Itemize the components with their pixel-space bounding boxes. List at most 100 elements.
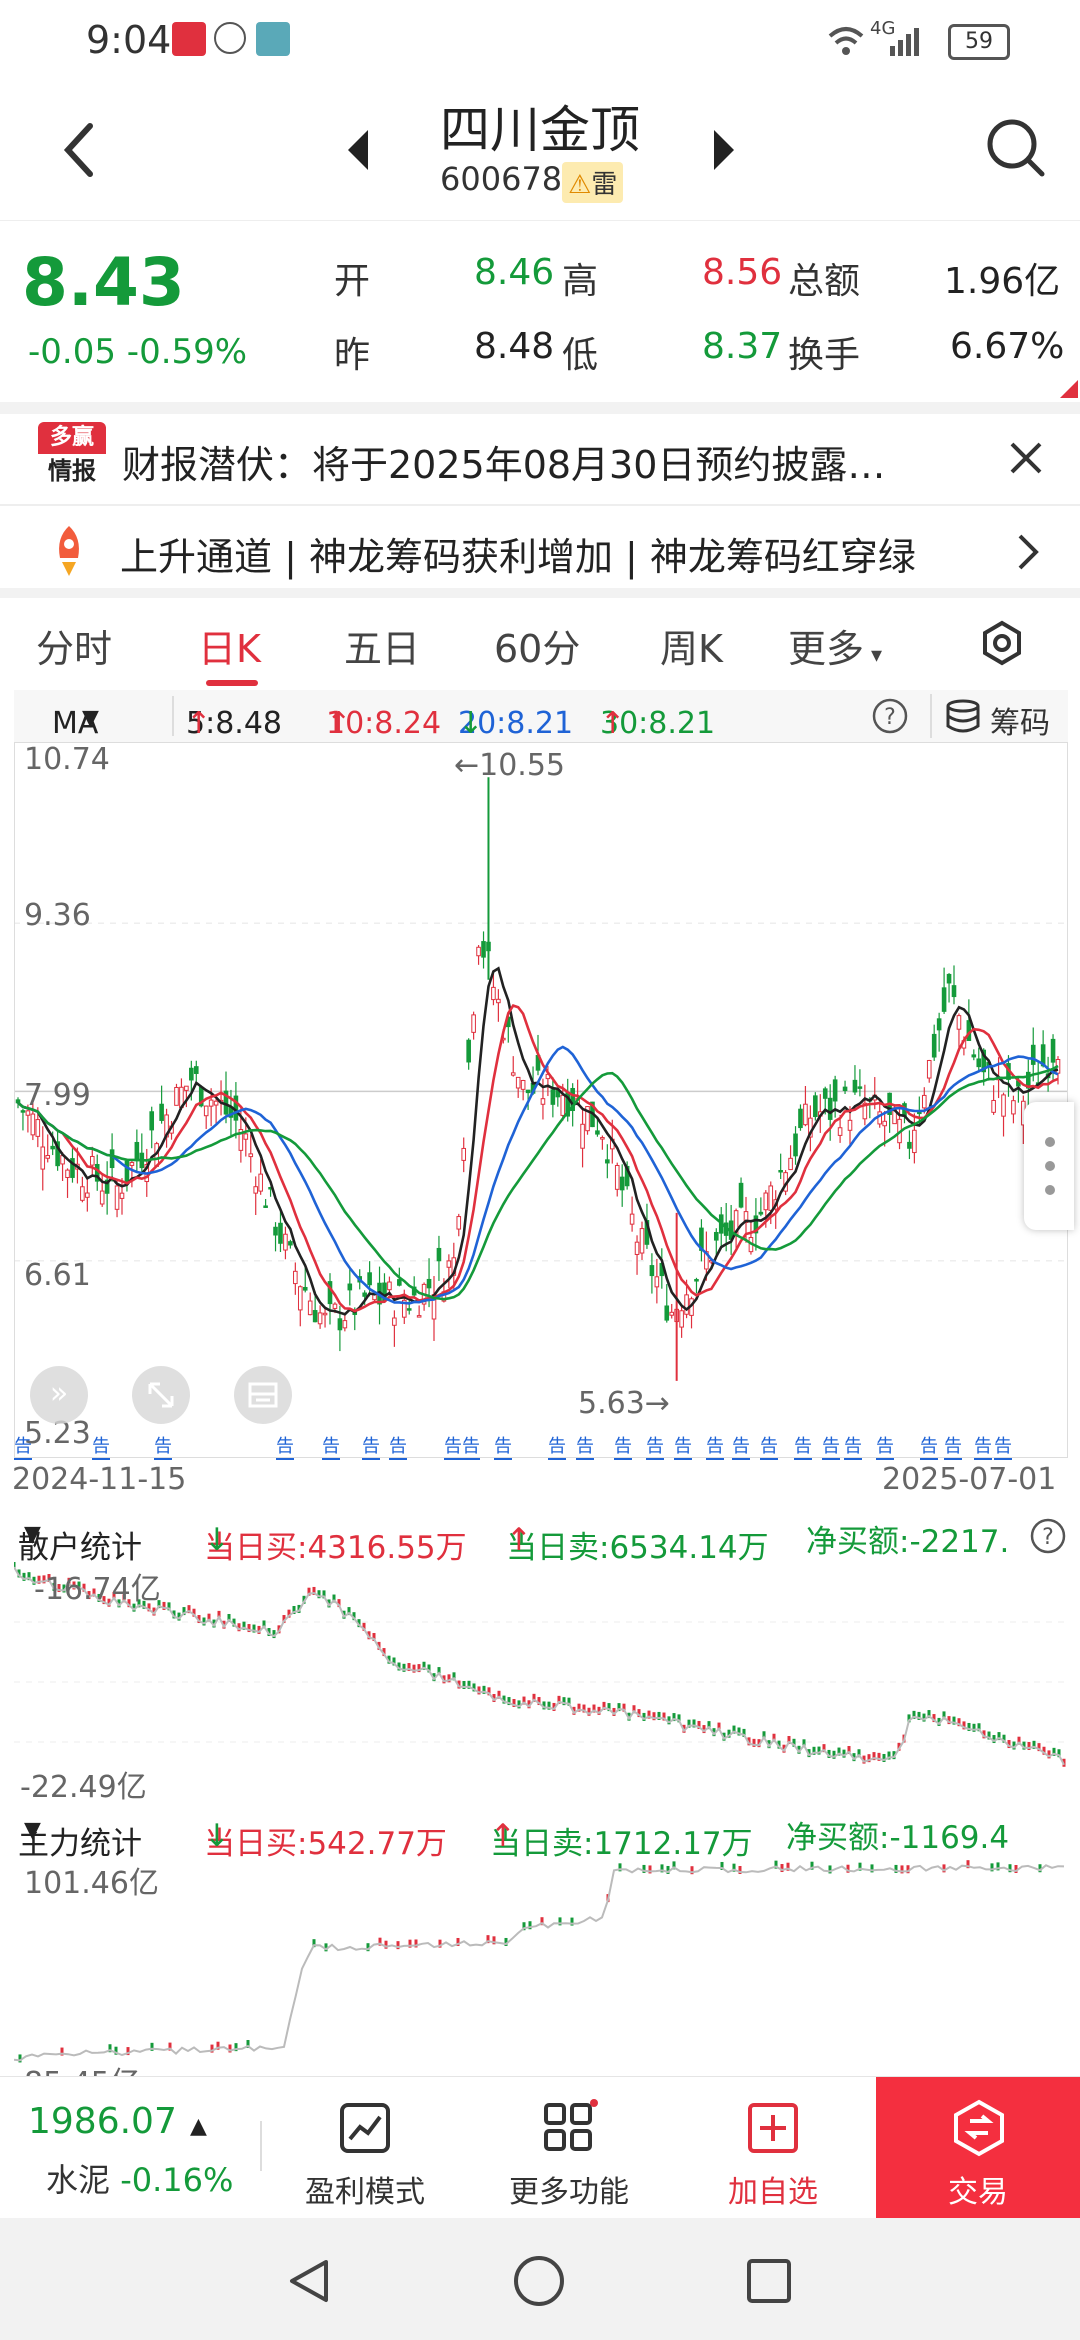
main-bar bbox=[60, 2047, 64, 2056]
chevron-right-icon[interactable] bbox=[1016, 532, 1040, 572]
expand-corner-icon[interactable] bbox=[1060, 380, 1078, 398]
candle-body bbox=[605, 1159, 610, 1164]
next-stock-icon[interactable] bbox=[710, 128, 738, 172]
notice-marker[interactable]: 告 bbox=[389, 1432, 407, 1460]
nav-home-icon[interactable] bbox=[512, 2254, 566, 2308]
candle-body bbox=[342, 1320, 348, 1329]
amount-label: 总额 bbox=[788, 261, 861, 302]
retail-bar bbox=[832, 1750, 836, 1759]
main-chart[interactable]: 101.46亿 85.45亿 bbox=[14, 1858, 1068, 2076]
help-icon[interactable]: ? bbox=[872, 698, 908, 734]
trade-icon bbox=[954, 2099, 1004, 2157]
fast-forward-button[interactable]: » bbox=[30, 1366, 88, 1424]
notice-marker[interactable]: 告 bbox=[994, 1432, 1012, 1460]
notice-marker[interactable]: 告 bbox=[646, 1432, 664, 1460]
notice-marker[interactable]: 告 bbox=[362, 1432, 380, 1460]
game-notification-icon bbox=[256, 22, 290, 56]
notice-marker[interactable]: 告 bbox=[732, 1432, 750, 1460]
nav-back-icon[interactable] bbox=[284, 2256, 334, 2306]
fullscreen-button[interactable] bbox=[132, 1366, 190, 1424]
candle-body bbox=[288, 1241, 293, 1246]
retail-bar bbox=[1022, 1741, 1026, 1750]
help-icon[interactable]: ? bbox=[1030, 1518, 1066, 1554]
main-bar bbox=[540, 1917, 544, 1926]
notice-marker[interactable]: 告 bbox=[14, 1432, 32, 1460]
chips-button[interactable]: 筹码 bbox=[990, 706, 1050, 741]
nav-recents-icon[interactable] bbox=[744, 2256, 794, 2306]
notice-marker[interactable]: 告 bbox=[494, 1432, 512, 1460]
main-bar bbox=[378, 1937, 382, 1946]
retail-bar bbox=[67, 1577, 71, 1586]
up-arrow-icon: ↑ bbox=[186, 706, 212, 741]
notice-marker[interactable]: 告 bbox=[822, 1432, 840, 1460]
retail-bar bbox=[292, 1606, 296, 1615]
candle-body bbox=[189, 1067, 194, 1081]
candle-body bbox=[560, 1094, 566, 1116]
candle-body bbox=[862, 1102, 868, 1120]
news-bar[interactable]: 多赢 情报 财报潜伏：将于2025年08月30日预约披露… bbox=[0, 414, 1080, 504]
low-value: 8.37 bbox=[702, 326, 783, 367]
index-value: 1986.07 bbox=[28, 2101, 177, 2142]
retail-bar bbox=[447, 1674, 451, 1683]
stock-header: 四川金顶 600678 ⚠雷 bbox=[0, 80, 1080, 221]
retail-bar bbox=[467, 1680, 471, 1689]
settings-icon[interactable] bbox=[980, 620, 1024, 666]
notice-marker[interactable]: 告 bbox=[462, 1432, 480, 1460]
side-menu-handle[interactable] bbox=[1024, 1102, 1074, 1230]
candle-body bbox=[515, 1076, 521, 1089]
notice-marker[interactable]: 告 bbox=[576, 1432, 594, 1460]
notice-marker[interactable]: 告 bbox=[944, 1432, 962, 1460]
image-button[interactable] bbox=[234, 1366, 292, 1424]
retail-bar bbox=[442, 1675, 446, 1684]
main-bar bbox=[990, 1863, 994, 1872]
candle-body bbox=[80, 1186, 85, 1201]
candle-body bbox=[263, 1205, 268, 1208]
notice-marker[interactable]: 告 bbox=[548, 1432, 566, 1460]
candle-body bbox=[293, 1270, 298, 1285]
signal-icon bbox=[890, 28, 919, 56]
search-icon[interactable] bbox=[984, 116, 1046, 180]
candle-body bbox=[337, 1318, 343, 1331]
kline-chart[interactable]: 10.74 9.36 7.99 6.61 5.23 ←10.55 5.63→ »… bbox=[14, 742, 1074, 1460]
index-widget[interactable]: 1986.07 ▲ bbox=[28, 2101, 207, 2142]
trade-button[interactable]: 交易 bbox=[876, 2077, 1080, 2219]
add-watchlist-button[interactable]: 加自选 bbox=[698, 2077, 848, 2219]
notice-marker[interactable]: 告 bbox=[844, 1432, 862, 1460]
notice-marker[interactable]: 告 bbox=[92, 1432, 110, 1460]
notice-marker[interactable]: 告 bbox=[614, 1432, 632, 1460]
profit-mode-button[interactable]: 盈利模式 bbox=[290, 2077, 440, 2219]
tab-five-day[interactable]: 五日 bbox=[344, 627, 421, 671]
signal-bar[interactable]: 上升通道 | 神龙筹码获利增加 | 神龙筹码红穿绿 bbox=[0, 510, 1080, 590]
tab-weekly-k[interactable]: 周K bbox=[660, 627, 723, 671]
tab-daily-k[interactable]: 日K bbox=[198, 627, 261, 671]
vertical-dots-icon bbox=[1045, 1137, 1055, 1195]
back-icon[interactable] bbox=[60, 120, 100, 180]
notice-marker[interactable]: 告 bbox=[974, 1432, 992, 1460]
news-logo-bottom: 情报 bbox=[48, 457, 96, 485]
notice-marker[interactable]: 告 bbox=[706, 1432, 724, 1460]
retail-bar bbox=[842, 1749, 846, 1758]
tab-more[interactable]: 更多 ▾ bbox=[788, 618, 882, 673]
notice-marker[interactable]: 告 bbox=[876, 1432, 894, 1460]
notice-marker[interactable]: 告 bbox=[276, 1432, 294, 1460]
retail-bar bbox=[97, 1593, 101, 1602]
main-bar bbox=[810, 1861, 814, 1870]
tab-60min[interactable]: 60分 bbox=[494, 627, 581, 671]
notice-marker[interactable]: 告 bbox=[674, 1432, 692, 1460]
notice-marker[interactable]: 告 bbox=[154, 1432, 172, 1460]
notice-marker[interactable]: 告 bbox=[920, 1432, 938, 1460]
more-functions-button[interactable]: 更多功能 bbox=[494, 2077, 644, 2219]
previous-stock-icon[interactable] bbox=[344, 128, 372, 172]
retail-bar bbox=[882, 1753, 886, 1762]
index-info: 水泥 -0.16% bbox=[46, 2155, 233, 2201]
tab-intraday[interactable]: 分时 bbox=[36, 627, 113, 671]
retail-bar bbox=[422, 1661, 426, 1670]
notice-marker[interactable]: 告 bbox=[444, 1432, 462, 1460]
notice-marker[interactable]: 告 bbox=[760, 1432, 778, 1460]
close-icon[interactable] bbox=[1008, 440, 1044, 476]
notice-marker[interactable]: 告 bbox=[322, 1432, 340, 1460]
risk-badge[interactable]: ⚠雷 bbox=[562, 162, 624, 203]
retail-bar bbox=[497, 1690, 501, 1699]
retail-chart[interactable]: -16.74亿 -22.49亿 bbox=[14, 1562, 1068, 1806]
notice-marker[interactable]: 告 bbox=[794, 1432, 812, 1460]
